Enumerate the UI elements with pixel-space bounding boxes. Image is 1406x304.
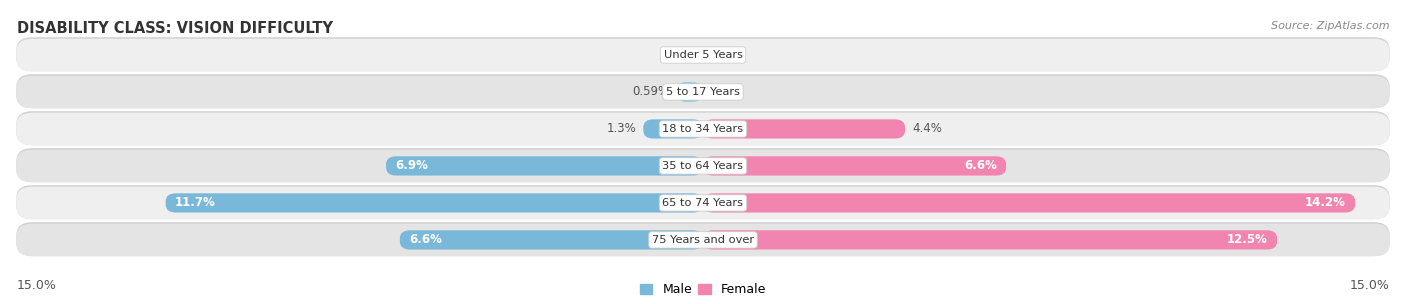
FancyBboxPatch shape [387, 156, 703, 175]
Text: 0.59%: 0.59% [631, 85, 669, 98]
FancyBboxPatch shape [17, 187, 1389, 219]
Text: 6.6%: 6.6% [409, 233, 441, 247]
FancyBboxPatch shape [703, 156, 1007, 175]
Text: 0.0%: 0.0% [713, 85, 742, 98]
FancyBboxPatch shape [676, 82, 703, 102]
Text: DISABILITY CLASS: VISION DIFFICULTY: DISABILITY CLASS: VISION DIFFICULTY [17, 21, 333, 36]
FancyBboxPatch shape [17, 111, 1389, 145]
FancyBboxPatch shape [399, 230, 703, 250]
Legend: Male, Female: Male, Female [636, 278, 770, 301]
Text: 18 to 34 Years: 18 to 34 Years [662, 124, 744, 134]
FancyBboxPatch shape [703, 193, 1355, 212]
FancyBboxPatch shape [17, 76, 1389, 108]
Text: 0.0%: 0.0% [713, 48, 742, 61]
Text: Under 5 Years: Under 5 Years [664, 50, 742, 60]
FancyBboxPatch shape [703, 230, 1277, 250]
Text: 6.9%: 6.9% [395, 159, 429, 172]
FancyBboxPatch shape [17, 37, 1389, 71]
Text: 75 Years and over: 75 Years and over [652, 235, 754, 245]
FancyBboxPatch shape [17, 222, 1389, 256]
FancyBboxPatch shape [17, 150, 1389, 182]
Text: 65 to 74 Years: 65 to 74 Years [662, 198, 744, 208]
Text: 11.7%: 11.7% [174, 196, 215, 209]
FancyBboxPatch shape [17, 113, 1389, 145]
FancyBboxPatch shape [17, 39, 1389, 71]
Text: 1.3%: 1.3% [606, 123, 637, 136]
Text: 4.4%: 4.4% [912, 123, 942, 136]
FancyBboxPatch shape [17, 148, 1389, 182]
Text: 15.0%: 15.0% [1350, 279, 1389, 292]
Text: 12.5%: 12.5% [1227, 233, 1268, 247]
FancyBboxPatch shape [17, 224, 1389, 256]
FancyBboxPatch shape [17, 74, 1389, 108]
Text: 35 to 64 Years: 35 to 64 Years [662, 161, 744, 171]
FancyBboxPatch shape [644, 119, 703, 139]
Text: Source: ZipAtlas.com: Source: ZipAtlas.com [1271, 21, 1389, 31]
Text: 5 to 17 Years: 5 to 17 Years [666, 87, 740, 97]
Text: 15.0%: 15.0% [17, 279, 56, 292]
Text: 0.0%: 0.0% [664, 48, 693, 61]
Text: 6.6%: 6.6% [965, 159, 997, 172]
FancyBboxPatch shape [17, 185, 1389, 219]
FancyBboxPatch shape [166, 193, 703, 212]
FancyBboxPatch shape [703, 119, 905, 139]
Text: 14.2%: 14.2% [1305, 196, 1346, 209]
